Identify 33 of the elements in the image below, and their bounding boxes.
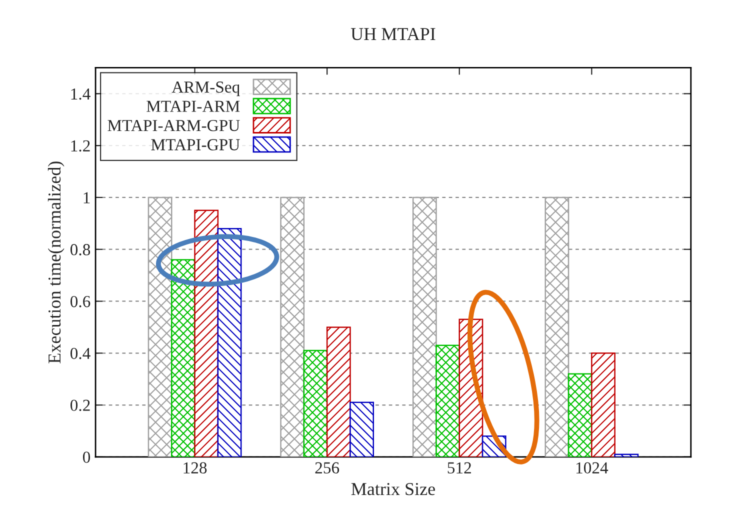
- y-tick-label: 1.2: [71, 140, 90, 152]
- legend-label: MTAPI-ARM-GPU: [108, 120, 240, 132]
- x-tick-label: 256: [315, 462, 340, 474]
- x-tick-label: 1024: [576, 462, 608, 474]
- bar: [350, 402, 374, 457]
- legend-label: MTAPI-GPU: [151, 139, 240, 150]
- y-tick-label: 0.8: [70, 244, 90, 256]
- bar: [326, 326, 351, 457]
- bar: [280, 196, 305, 457]
- bar: [303, 350, 328, 457]
- y-tick-label: 0.2: [70, 400, 90, 412]
- bar: [436, 344, 460, 457]
- y-axis-title: Execution time(normalized): [48, 162, 64, 364]
- legend-label: MTAPI-ARM: [146, 100, 240, 112]
- bar: [170, 259, 196, 457]
- bar: [412, 196, 437, 457]
- bar: [568, 373, 592, 457]
- y-tick-label: 1: [84, 192, 90, 204]
- bar: [544, 196, 570, 457]
- y-tick-label: 0: [82, 452, 90, 463]
- legend-label: ARM-Seq: [172, 82, 240, 96]
- y-tick-label: 0.6: [70, 296, 90, 308]
- x-tick-label: 128: [184, 462, 207, 474]
- x-axis-title: Matrix Size: [351, 483, 435, 496]
- bar: [217, 228, 242, 457]
- bar: [591, 352, 616, 457]
- bar: [614, 454, 639, 457]
- y-tick-label: 0.4: [70, 348, 90, 360]
- chart-title: UH MTAPI: [350, 28, 436, 40]
- x-tick-label: 512: [448, 462, 471, 474]
- bar: [148, 196, 172, 457]
- y-tick-label: 1.4: [71, 88, 90, 100]
- bar: [194, 210, 219, 457]
